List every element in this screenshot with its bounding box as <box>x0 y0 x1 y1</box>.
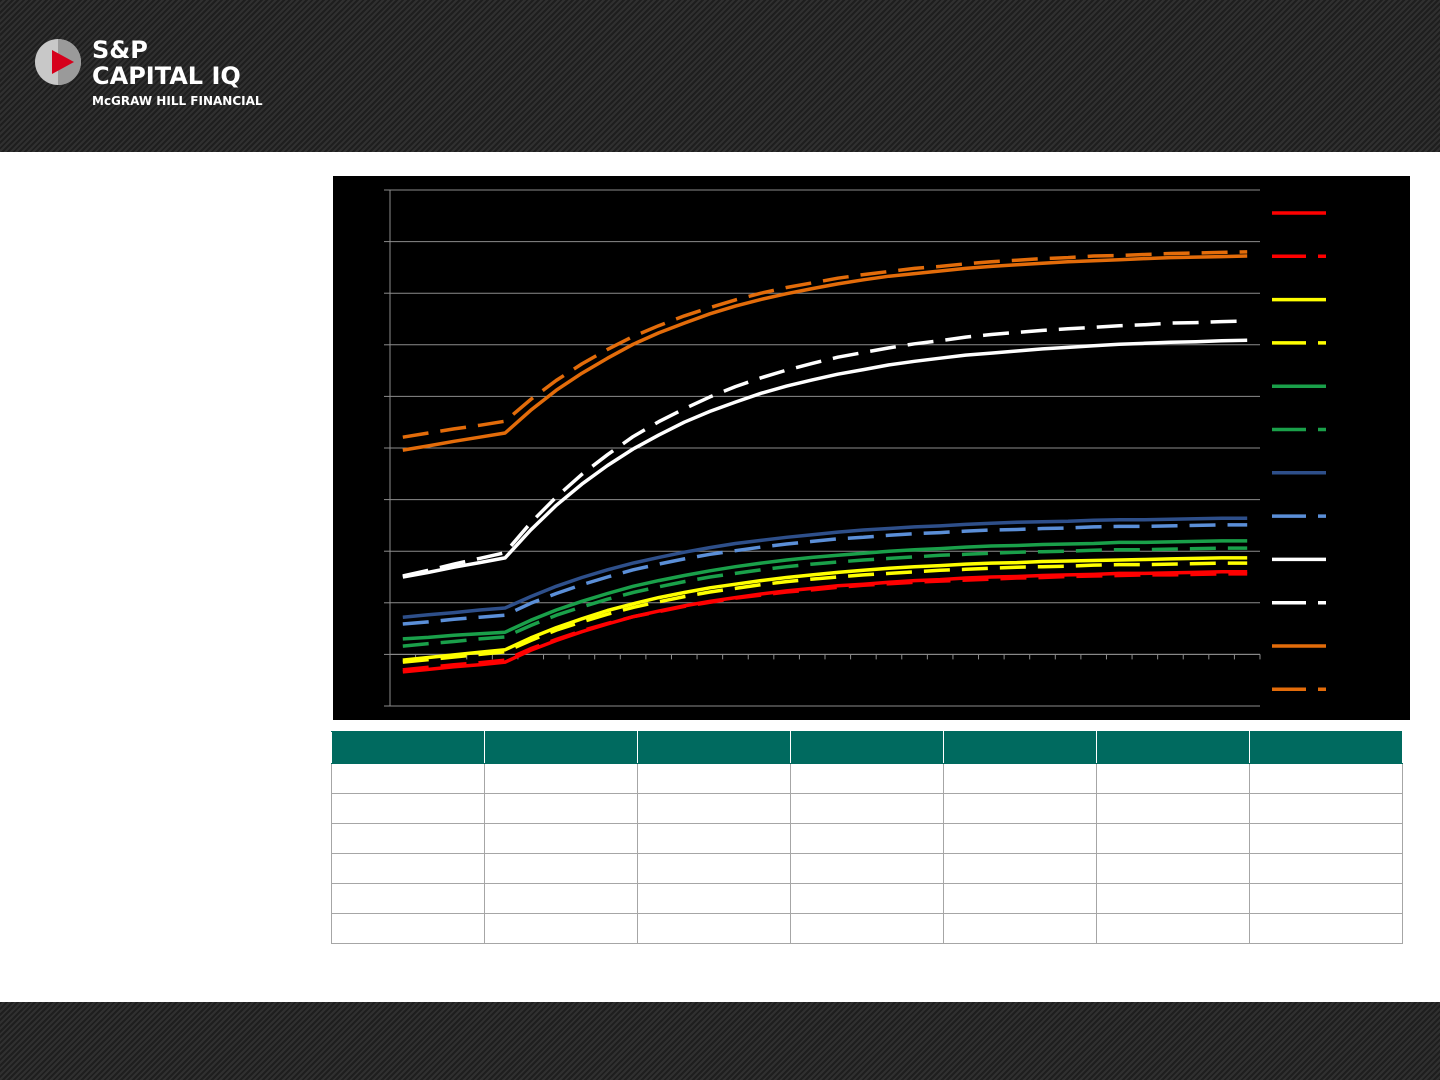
series-line <box>402 523 1248 626</box>
table-row <box>331 793 1403 824</box>
table-row <box>331 883 1403 914</box>
series-line <box>402 556 1248 662</box>
table-row <box>331 853 1403 884</box>
series-line <box>402 319 1248 578</box>
table-header <box>331 731 1403 764</box>
chart <box>333 176 1410 720</box>
logo-subtext: McGRAW HILL FINANCIAL <box>92 94 263 108</box>
table-row <box>331 823 1403 854</box>
logo-text: CAPITAL IQ <box>92 62 241 90</box>
header-band: S&P CAPITAL IQ McGRAW HILL FINANCIAL <box>0 0 1440 152</box>
series-line <box>402 254 1248 452</box>
data-table <box>331 731 1403 944</box>
footer-band <box>0 1002 1440 1080</box>
series-line <box>402 539 1248 641</box>
table-row <box>331 913 1403 944</box>
series-line <box>402 546 1248 648</box>
series-line <box>402 338 1248 579</box>
series-line <box>402 572 1248 672</box>
series-line <box>402 516 1248 619</box>
logo-icon <box>35 39 81 85</box>
series-line <box>402 250 1248 439</box>
logo-text: S&P <box>92 36 148 64</box>
series-line <box>402 561 1248 664</box>
table-row <box>331 763 1403 794</box>
